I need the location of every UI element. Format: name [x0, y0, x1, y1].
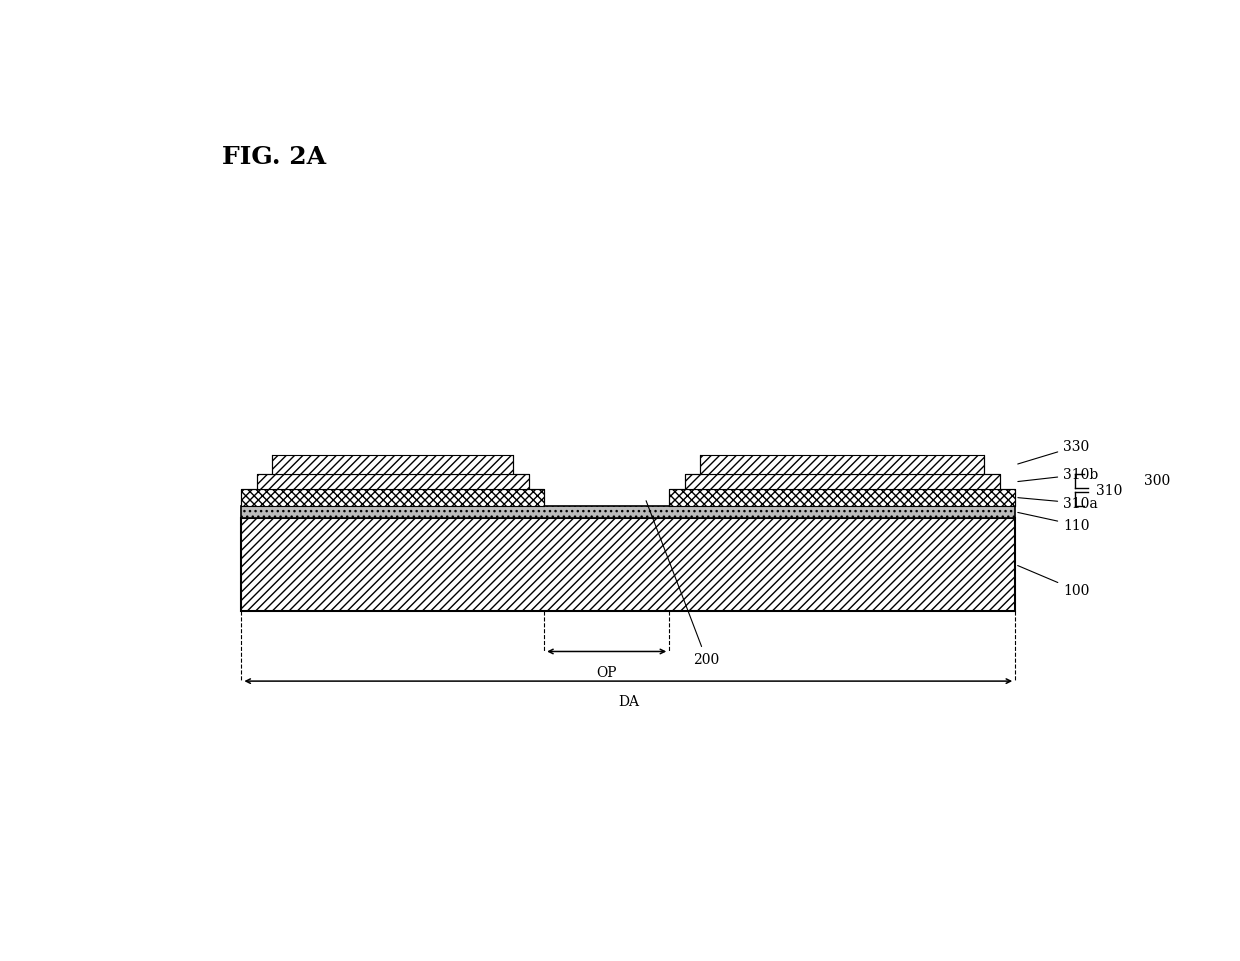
Text: 330: 330	[1018, 440, 1090, 464]
Text: 100: 100	[1018, 566, 1090, 598]
Text: FIG. 2A: FIG. 2A	[222, 145, 326, 169]
Text: 310: 310	[1096, 483, 1122, 498]
Text: 300: 300	[1143, 474, 1171, 488]
Bar	[242, 519, 1016, 611]
Text: 310b: 310b	[1018, 468, 1099, 482]
Text: 310a: 310a	[1018, 497, 1097, 511]
Text: 200: 200	[646, 502, 719, 666]
Bar	[242, 490, 544, 506]
Bar	[684, 475, 999, 490]
Text: 110: 110	[1018, 513, 1090, 532]
Text: DA: DA	[618, 695, 639, 708]
Bar	[670, 490, 1016, 506]
Bar	[273, 456, 513, 475]
Bar	[242, 506, 1016, 519]
Bar	[699, 456, 985, 475]
Text: OP: OP	[596, 665, 618, 679]
Bar	[257, 475, 528, 490]
